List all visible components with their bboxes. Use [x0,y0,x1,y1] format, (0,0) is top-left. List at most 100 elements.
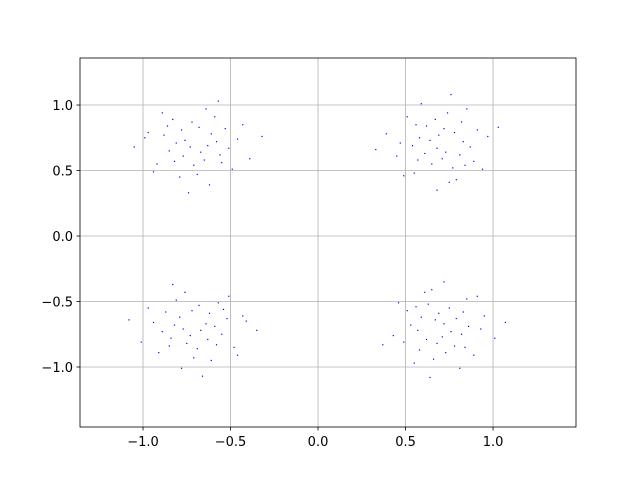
point [172,118,174,121]
point [198,126,200,128]
point [179,176,181,178]
point [418,349,421,351]
x-tick-label: −1.0 [127,435,159,450]
point [226,317,228,320]
point [469,146,471,148]
point [418,137,421,139]
point [434,118,436,121]
point [424,152,426,155]
point [163,134,165,136]
point [168,345,170,347]
point [438,134,440,136]
point [217,100,219,102]
point [464,346,466,348]
point [222,308,225,310]
point [453,131,456,134]
point [175,299,177,301]
point [180,129,183,131]
point [166,125,169,127]
point [455,179,457,181]
point [410,324,412,326]
point [205,108,207,110]
point [180,367,183,369]
point [168,150,170,152]
point [481,168,484,170]
point [417,159,419,161]
point [436,147,438,149]
point [462,311,464,313]
point [249,158,251,160]
point [425,338,428,341]
point [170,337,172,339]
point [175,142,177,144]
point [215,141,218,143]
point [441,158,443,160]
point [460,121,463,123]
point [208,312,211,314]
point [161,112,163,114]
point [452,167,454,169]
point [459,154,461,156]
point [473,160,475,162]
point [214,325,216,327]
point [429,376,431,379]
point [147,131,149,134]
point [152,171,155,173]
point [436,189,438,191]
y-tick-label: 0.5 [52,165,73,180]
point [179,316,181,318]
point [198,304,200,307]
y-tick-label: 0.0 [52,230,73,245]
point [245,320,247,322]
point [152,321,155,324]
point [193,164,195,166]
point [193,357,195,359]
point [464,164,466,166]
point [189,146,191,148]
point [385,133,387,135]
point [411,145,414,147]
point [182,328,184,330]
point [431,163,433,165]
point [182,155,184,157]
point [466,108,468,110]
point [443,128,445,130]
point [497,126,499,128]
point [448,307,450,309]
point [221,162,223,164]
point [261,135,263,138]
point [403,341,405,343]
point [210,133,212,135]
point [133,146,135,148]
point [473,354,475,356]
point [184,291,186,293]
point [215,344,218,346]
point [480,328,482,330]
point [242,315,244,317]
point [375,148,377,151]
point [200,329,202,331]
point [446,112,449,114]
point [228,147,230,149]
point [420,316,422,318]
point [403,175,405,177]
point [236,354,239,356]
point [214,116,216,118]
point [140,341,142,343]
point [431,289,433,291]
point [397,302,400,304]
point [207,145,209,147]
point [221,333,223,335]
point [205,323,207,325]
point [436,342,438,345]
point [413,362,415,364]
point [443,281,445,283]
point [210,359,212,362]
point [415,306,417,308]
point [186,342,188,345]
point [173,160,176,162]
point [158,351,160,354]
point [144,137,146,139]
point [236,138,239,140]
